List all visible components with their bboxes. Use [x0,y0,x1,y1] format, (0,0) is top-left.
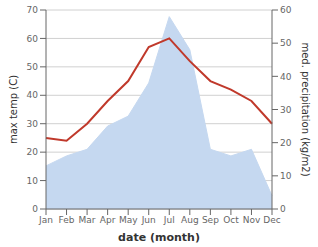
svg-text:0: 0 [32,204,38,214]
svg-text:Apr: Apr [100,215,116,225]
svg-text:Oct: Oct [223,215,239,225]
svg-text:Nov: Nov [243,215,261,225]
svg-text:40: 40 [280,72,292,82]
svg-text:20: 20 [280,138,292,148]
svg-text:60: 60 [27,34,39,44]
svg-text:med. precipitation (kg/m2): med. precipitation (kg/m2) [300,42,311,176]
svg-text:date (month): date (month) [118,231,200,244]
svg-text:70: 70 [27,5,39,15]
svg-text:40: 40 [27,90,39,100]
svg-text:Aug: Aug [181,215,199,225]
svg-text:50: 50 [280,38,292,48]
svg-text:May: May [119,215,138,225]
svg-text:0: 0 [280,204,286,214]
svg-text:30: 30 [27,119,39,129]
svg-text:20: 20 [27,147,39,157]
svg-text:Mar: Mar [79,215,96,225]
svg-text:Feb: Feb [59,215,75,225]
svg-text:Dec: Dec [263,215,280,225]
svg-text:10: 10 [280,171,292,181]
svg-text:50: 50 [27,62,39,72]
svg-text:Jul: Jul [163,215,175,225]
svg-text:60: 60 [280,5,292,15]
svg-text:max temp (C): max temp (C) [8,75,19,144]
svg-text:10: 10 [27,176,39,186]
svg-text:Sep: Sep [202,215,219,225]
svg-text:30: 30 [280,105,292,115]
svg-text:Jan: Jan [38,215,53,225]
svg-text:Jun: Jun [141,215,156,225]
